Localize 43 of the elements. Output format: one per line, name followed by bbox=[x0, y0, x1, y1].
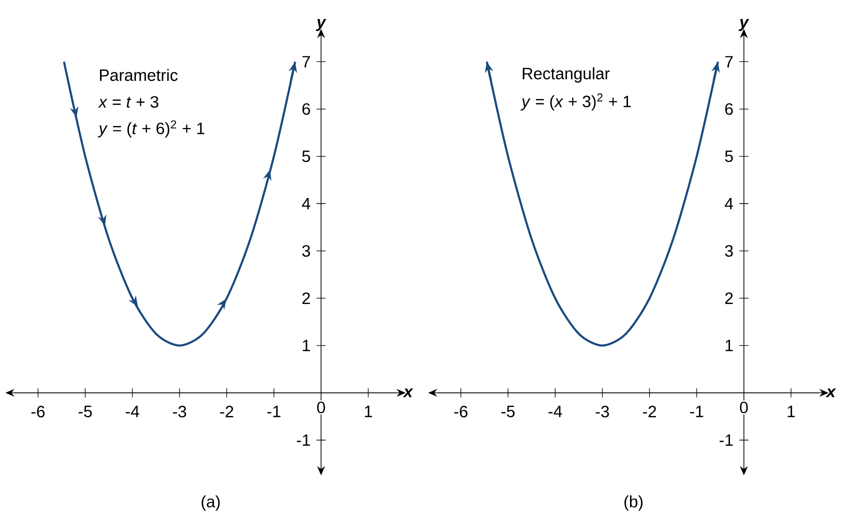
y-tick-label: 4 bbox=[724, 198, 734, 210]
x-tick-label: 1 bbox=[364, 406, 372, 417]
y-tick-label: -1 bbox=[296, 434, 310, 446]
annotation: Rectangular bbox=[522, 67, 610, 82]
y-tick-label: 3 bbox=[302, 244, 310, 257]
x-tick-label: -4 bbox=[548, 406, 562, 417]
y-tick-label: 5 bbox=[725, 150, 733, 162]
x-tick-label: 0 bbox=[317, 401, 325, 414]
x-tick-label: -2 bbox=[220, 406, 234, 418]
text: (b) bbox=[624, 495, 643, 510]
annotation: y = (x + 3)$^{2}$ + 1 bbox=[520, 93, 631, 110]
y-tick-label: 1 bbox=[726, 340, 733, 351]
annotation: y = (t + 6)$^{2}$ + 1 bbox=[98, 120, 204, 138]
x-axis-title: x bbox=[826, 388, 836, 397]
x-tick-label: -2 bbox=[642, 406, 656, 418]
y-axis-title: y bbox=[738, 18, 750, 31]
x-tick-label: -6 bbox=[454, 406, 468, 418]
x-tick-label: -5 bbox=[501, 406, 515, 418]
y-tick-label: 7 bbox=[725, 56, 733, 68]
x-axis-title: x bbox=[402, 388, 414, 397]
y-tick-label: 1 bbox=[302, 340, 310, 351]
y-tick-label: 7 bbox=[302, 56, 310, 68]
text: (a) bbox=[202, 495, 220, 510]
x-tick-label: 1 bbox=[788, 406, 795, 417]
x-tick-label: -3 bbox=[596, 406, 609, 418]
x-tick-label: -4 bbox=[126, 406, 140, 417]
x-tick-label: -6 bbox=[31, 406, 45, 418]
x-tick-label: -3 bbox=[172, 406, 186, 418]
y-tick-label: 2 bbox=[302, 292, 310, 304]
x-tick-label: 0 bbox=[740, 401, 748, 414]
x-tick-label: -5 bbox=[78, 406, 92, 418]
y-tick-label: 5 bbox=[302, 150, 310, 162]
y-tick-label: 3 bbox=[725, 244, 733, 257]
y-tick-label: 4 bbox=[302, 198, 310, 210]
annotation: x = t + 3 bbox=[98, 96, 158, 108]
y-tick-label: 6 bbox=[725, 103, 733, 115]
y-tick-label: -1 bbox=[720, 434, 733, 446]
y-tick-label: 6 bbox=[302, 103, 310, 115]
y-tick-label: 2 bbox=[725, 292, 733, 304]
x-tick-label: -1 bbox=[267, 406, 280, 417]
y-axis-title: y bbox=[316, 18, 326, 31]
annotation: Parametric bbox=[100, 68, 178, 81]
x-tick-label: -1 bbox=[690, 406, 704, 417]
